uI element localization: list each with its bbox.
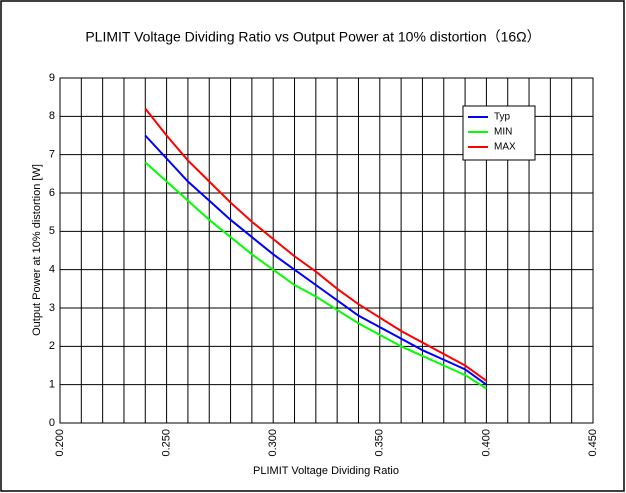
y-axis-label: Output Power at 10% distortion [W] (31, 164, 43, 336)
y-tick-label: 9 (49, 72, 55, 84)
x-tick-label: 0.450 (587, 429, 599, 457)
chart-title: PLIMIT Voltage Dividing Ratio vs Output … (85, 29, 540, 45)
x-tick-label: 0.350 (374, 429, 386, 457)
plot-border (59, 77, 594, 424)
x-tick-label: 0.400 (480, 429, 492, 457)
x-axis-label: PLIMIT Voltage Dividing Ratio (253, 465, 399, 477)
legend-label: MAX (494, 142, 516, 153)
y-tick-label: 5 (49, 225, 55, 237)
y-tick-label: 7 (49, 149, 55, 161)
y-tick-label: 4 (49, 264, 55, 276)
y-tick-label: 6 (49, 187, 55, 199)
line-series (144, 134, 487, 386)
y-tick-label: 2 (49, 340, 55, 352)
y-tick-label: 8 (49, 110, 55, 122)
x-tick-label: 0.200 (54, 429, 66, 457)
y-tick-label: 0 (49, 417, 55, 429)
legend-label: MIN (494, 127, 512, 138)
y-tick-label: 3 (49, 302, 55, 314)
x-tick-label: 0.250 (161, 429, 173, 457)
x-tick-label: 0.300 (267, 429, 279, 457)
y-tick-label: 1 (49, 379, 55, 391)
line-series (144, 108, 487, 382)
legend-label: Typ (494, 112, 511, 123)
line-series (144, 161, 487, 390)
